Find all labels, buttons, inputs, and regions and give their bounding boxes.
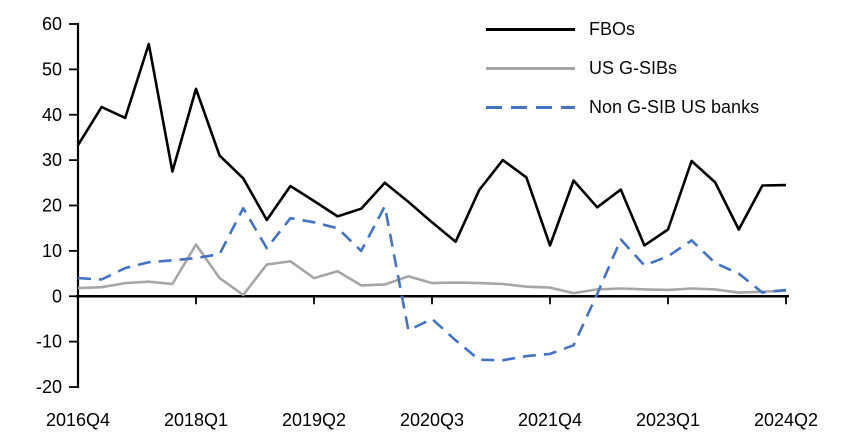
y-tick-label: 0	[52, 286, 62, 306]
series-line-us-g-sibs	[77, 243, 787, 297]
legend-item-fbos: FBOs	[486, 10, 816, 49]
y-tick-label: 10	[42, 241, 62, 261]
legend-line-sample-us-gsibs	[486, 67, 575, 70]
legend-line-sample-non-gsib	[486, 106, 575, 109]
y-tick-label: 20	[42, 196, 62, 216]
x-tick-label: 2016Q4	[46, 410, 110, 430]
y-tick-label: 40	[42, 105, 62, 125]
legend-line-sample-fbos	[486, 28, 575, 31]
legend-label-fbos: FBOs	[589, 19, 636, 39]
x-tick-label: 2020Q3	[400, 410, 464, 430]
legend-item-us-gsibs: US G-SIBs	[486, 49, 816, 88]
chart-legend: FBOs US G-SIBs Non G-SIB US banks	[486, 10, 816, 127]
x-tick-label: 2021Q4	[518, 410, 582, 430]
y-tick-label: 60	[42, 14, 62, 34]
legend-label-non-gsib: Non G-SIB US banks	[589, 97, 760, 117]
series-line-fbos	[76, 42, 787, 247]
y-tick-label: 50	[42, 59, 62, 79]
y-tick-label: -20	[36, 377, 62, 397]
y-tick-label: 30	[42, 150, 62, 170]
legend-label-us-gsibs: US G-SIBs	[589, 58, 678, 78]
x-tick-label: 2019Q2	[282, 410, 346, 430]
legend-item-non-gsib-us-banks: Non G-SIB US banks	[486, 88, 816, 127]
x-tick-label: 2018Q1	[164, 410, 228, 430]
x-tick-label: 2023Q1	[636, 410, 700, 430]
y-tick-label: -10	[36, 332, 62, 352]
x-tick-label: 2024Q2	[754, 410, 818, 430]
